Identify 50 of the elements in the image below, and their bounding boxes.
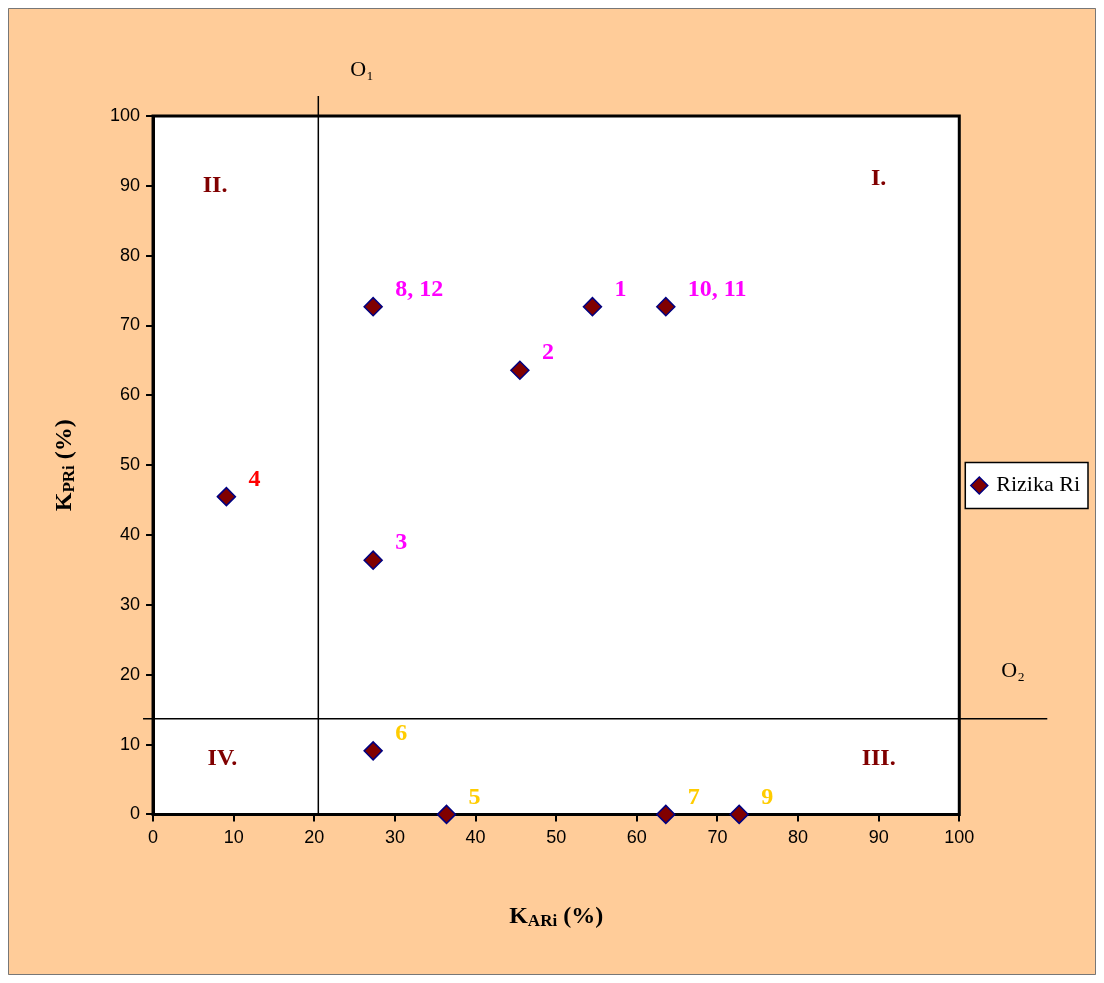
annotation: 10, 11 (687, 274, 747, 301)
point (363, 741, 383, 761)
y-tick-label: 30 (120, 593, 141, 614)
y-tick-label: 50 (120, 454, 141, 475)
annotation: 1 (614, 274, 627, 301)
point (510, 360, 530, 380)
point (363, 296, 383, 317)
point (582, 296, 603, 317)
y-tick-label: 10 (120, 733, 141, 754)
y-axis-title: KPRi (%) (50, 419, 79, 512)
y-tick-label: 90 (120, 174, 141, 195)
y-tick-label: 100 (109, 104, 141, 125)
ref-line-label: O₂ (1001, 656, 1025, 682)
x-tick-label: 60 (626, 827, 647, 848)
y-tick-label: 0 (130, 803, 141, 824)
point (216, 486, 237, 507)
annotation: 7 (687, 782, 700, 809)
x-tick-label: 0 (148, 827, 159, 848)
point (656, 296, 676, 317)
x-tick-label: 40 (465, 827, 486, 848)
point (363, 550, 383, 570)
annotation: III. (861, 743, 896, 770)
legend-label: Rizika Ri (996, 471, 1080, 497)
y-tick-label: 80 (120, 244, 141, 265)
point (656, 804, 676, 825)
x-tick-label: 70 (707, 827, 728, 848)
y-tick-label: 40 (120, 524, 141, 545)
annotation: 6 (395, 719, 408, 746)
point (436, 804, 457, 825)
x-tick-label: 20 (304, 827, 325, 848)
annotation: IV. (207, 743, 238, 770)
y-tick-label: 70 (120, 314, 141, 335)
annotation: II. (202, 171, 228, 198)
ref-line-label: O₁ (350, 56, 374, 81)
annotation: 2 (541, 338, 554, 365)
annotation: 9 (761, 782, 774, 809)
annotation: I. (870, 164, 887, 191)
point (729, 804, 749, 825)
x-tick-label: 10 (223, 827, 244, 848)
x-tick-label: 90 (868, 827, 889, 848)
x-tick-label: 100 (944, 827, 975, 848)
x-tick-label: 50 (546, 827, 567, 848)
annotation: 5 (468, 782, 481, 809)
annotation: 3 (395, 528, 408, 555)
annotation: 8, 12 (395, 274, 444, 301)
x-tick-label: 80 (788, 827, 809, 848)
y-tick-label: 20 (120, 663, 141, 684)
x-tick-label: 30 (384, 827, 405, 848)
annotation: 4 (248, 464, 261, 491)
y-tick-label: 60 (120, 384, 141, 405)
